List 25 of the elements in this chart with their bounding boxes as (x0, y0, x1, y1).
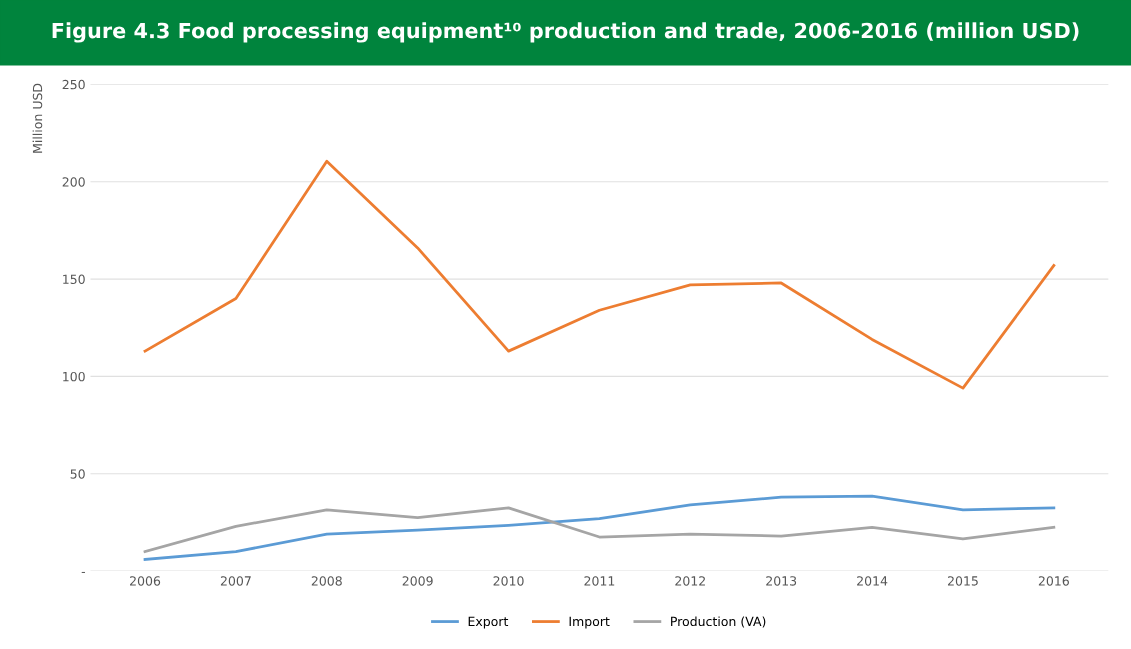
y-axis-title: Million USD (32, 83, 43, 153)
y-tick-label: 100 (63, 371, 85, 382)
legend-label: Export (468, 616, 509, 629)
x-tick-label: 2006 (130, 576, 161, 586)
y-tick-label: 250 (62, 79, 85, 90)
x-tick-label: 2009 (402, 576, 433, 586)
y-tick-label: 50 (70, 469, 85, 479)
x-tick-label: 2014 (857, 576, 888, 586)
line-series (143, 506, 1056, 554)
x-tick-label: 2013 (766, 576, 797, 586)
x-tick-label: 2010 (493, 576, 524, 586)
chart-title: Figure 4.3 Food processing equipment¹⁰ production and trade, 2006-2016 (million USD) (52, 22, 1079, 43)
line-series (143, 494, 1056, 561)
x-tick-label: 2016 (1038, 576, 1069, 586)
y-tick-label: 200 (62, 177, 85, 187)
legend-label: Import (569, 616, 610, 629)
x-tick-label: 2015 (947, 576, 978, 586)
y-tick-label: 150 (63, 274, 85, 284)
x-tick-label: 2012 (675, 576, 705, 586)
x-tick-label: 2008 (311, 576, 342, 586)
x-tick-label: 2011 (584, 576, 615, 586)
legend-label: Production (VA) (671, 616, 766, 628)
x-tick-label: 2007 (220, 576, 251, 586)
y-tick-label: - (81, 571, 86, 573)
line-series (143, 159, 1056, 390)
